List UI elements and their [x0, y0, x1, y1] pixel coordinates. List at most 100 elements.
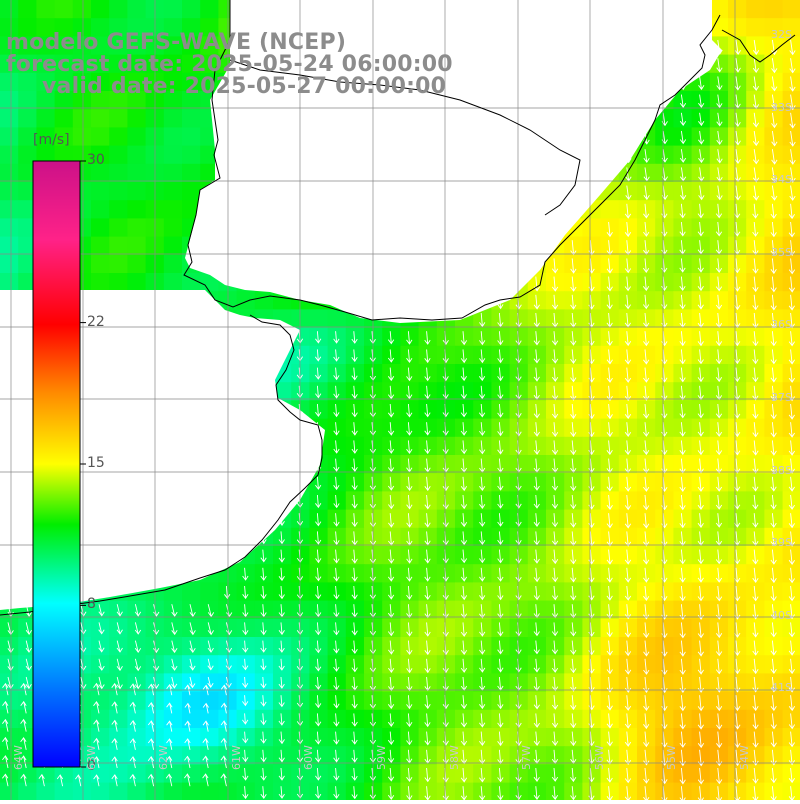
wind-arrow: [788, 695, 796, 712]
wind-speed-cell: [746, 637, 765, 656]
wind-arrow: [679, 458, 686, 474]
wind-speed-cell: [728, 509, 747, 529]
wind-speed-cell: [709, 72, 729, 92]
wind-speed-cell: [600, 364, 620, 383]
wind-arrow: [752, 130, 760, 147]
wind-arrow: [643, 476, 650, 492]
wind-speed-cell: [455, 436, 474, 456]
wind-arrow: [111, 701, 118, 714]
wind-speed-cell: [655, 218, 674, 238]
wind-arrow: [624, 294, 631, 310]
wind-speed-cell: [764, 273, 784, 292]
wind-arrow: [333, 349, 340, 362]
wind-arrow: [333, 513, 340, 527]
wind-arrow: [570, 622, 577, 637]
wind-arrow: [479, 640, 486, 655]
wind-speed-cell: [400, 764, 420, 784]
wind-speed-cell: [364, 637, 383, 656]
wind-arrow: [715, 604, 723, 620]
wind-speed-cell: [546, 546, 565, 565]
wind-arrow: [551, 385, 559, 401]
wind-speed-cell: [655, 309, 674, 329]
wind-speed-cell: [127, 218, 147, 238]
wind-arrow: [424, 349, 431, 364]
wind-arrow: [406, 440, 413, 454]
wind-speed-cell: [127, 782, 147, 802]
wind-speed-cell: [436, 509, 456, 529]
wind-speed-cell: [327, 691, 347, 711]
wind-speed-cell: [764, 455, 784, 474]
wind-arrow: [624, 385, 632, 402]
wind-speed-cell: [728, 236, 747, 256]
wind-speed-cell: [309, 600, 329, 620]
wind-arrow: [351, 749, 358, 763]
wind-speed-cell: [127, 145, 147, 165]
wind-speed-cell: [728, 127, 747, 147]
wind-speed-cell: [546, 564, 565, 583]
wind-speed-cell: [709, 254, 729, 274]
wind-speed-cell: [764, 109, 784, 128]
wind-arrow: [166, 755, 173, 769]
wind-speed-cell: [327, 509, 347, 529]
wind-speed-cell: [527, 364, 547, 383]
wind-arrow: [734, 76, 741, 91]
wind-speed-cell: [273, 782, 292, 802]
wind-arrow: [606, 695, 613, 711]
wind-speed-cell: [236, 709, 256, 729]
wind-arrow: [387, 403, 395, 418]
wind-arrow: [788, 549, 795, 565]
wind-speed-cell: [728, 54, 747, 74]
wind-speed-cell: [746, 309, 765, 329]
wind-arrow: [606, 549, 613, 565]
wind-arrow: [734, 640, 741, 656]
wind-speed-cell: [491, 746, 511, 765]
wind-speed-cell: [291, 309, 310, 329]
wind-speed-cell: [491, 764, 511, 784]
wind-speed-cell: [618, 182, 638, 201]
wind-speed-cell: [564, 600, 583, 620]
wind-speed-cell: [509, 582, 529, 602]
wind-arrow: [752, 349, 759, 365]
wind-speed-cell: [746, 218, 765, 238]
wind-speed-cell: [673, 655, 693, 674]
wind-arrow: [570, 658, 577, 674]
wind-arrow: [424, 476, 431, 492]
wind-speed-cell: [236, 600, 256, 620]
wind-speed-cell: [637, 618, 656, 638]
wind-arrow: [333, 422, 340, 436]
wind-arrow: [460, 331, 468, 346]
wind-speed-cell: [473, 382, 492, 401]
wind-speed-cell: [546, 455, 565, 474]
wind-speed-cell: [509, 782, 529, 802]
wind-speed-cell: [0, 691, 19, 711]
wind-arrow: [734, 676, 741, 693]
wind-speed-cell: [673, 127, 693, 147]
wind-arrow: [147, 702, 155, 714]
wind-arrow: [497, 622, 504, 637]
wind-speed-cell: [418, 673, 438, 693]
wind-arrow: [497, 604, 504, 619]
wind-speed-cell: [637, 782, 656, 802]
wind-speed-cell: [764, 91, 784, 110]
wind-speed-cell: [618, 382, 638, 401]
wind-speed-cell: [273, 655, 292, 674]
wind-speed-cell: [509, 400, 529, 420]
wind-arrow: [661, 385, 668, 401]
wind-arrow: [315, 440, 322, 454]
wind-arrow: [460, 385, 467, 400]
wind-speed-cell: [0, 782, 19, 802]
wind-arrow: [570, 494, 577, 510]
wind-speed-cell: [273, 618, 292, 638]
wind-speed-cell: [54, 0, 74, 19]
wind-arrow: [624, 276, 631, 292]
latitude-label: 36S: [771, 318, 792, 332]
wind-arrow: [661, 458, 668, 474]
wind-speed-cell: [600, 400, 620, 420]
wind-speed-cell: [764, 582, 784, 602]
wind-speed-cell: [182, 691, 201, 711]
wind-speed-cell: [309, 691, 329, 711]
wind-speed-cell: [673, 200, 693, 219]
wind-speed-cell: [436, 691, 456, 711]
wind-arrow: [460, 403, 467, 418]
wind-speed-cell: [546, 418, 565, 438]
